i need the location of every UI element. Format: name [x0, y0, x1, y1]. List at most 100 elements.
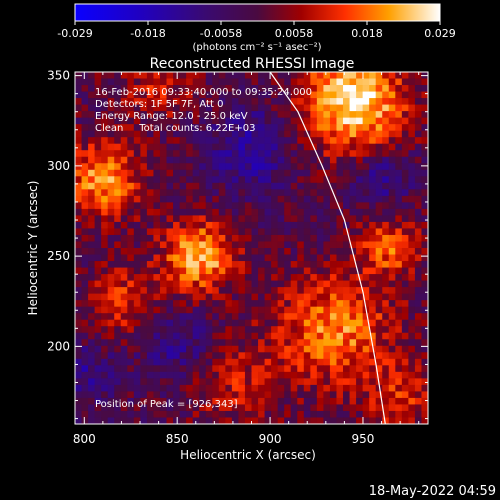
heatmap-cell [94, 241, 102, 249]
heatmap-cell [421, 137, 428, 145]
heatmap-cell [231, 176, 239, 184]
heatmap-cell [369, 215, 377, 223]
heatmap-cell [107, 124, 115, 132]
heatmap-cell [186, 384, 194, 392]
heatmap-cell [323, 306, 331, 314]
heatmap-cell [199, 378, 207, 386]
heatmap-cell [140, 391, 148, 399]
heatmap-cell [251, 85, 259, 92]
heatmap-cell [343, 182, 350, 190]
heatmap-cell [192, 384, 200, 392]
heatmap-cell [290, 104, 298, 112]
heatmap-cell [173, 143, 180, 151]
heatmap-cell [75, 261, 82, 268]
heatmap-cell [133, 137, 141, 145]
heatmap-cell [225, 117, 233, 125]
heatmap-cell [186, 248, 194, 255]
heatmap-cell [382, 221, 390, 229]
heatmap-cell [81, 208, 89, 216]
heatmap-cell [114, 98, 122, 105]
heatmap-cell [271, 378, 279, 386]
heatmap-cell [375, 228, 383, 236]
heatmap-cell [343, 117, 350, 125]
heatmap-cell [290, 267, 298, 275]
heatmap-cell [192, 215, 200, 223]
heatmap-cell [179, 332, 187, 340]
heatmap-cell [192, 319, 200, 327]
heatmap-cell [244, 169, 252, 177]
heatmap-cell [127, 332, 135, 340]
heatmap-cell [310, 215, 318, 223]
heatmap-cell [356, 215, 364, 223]
heatmap-cell [297, 130, 305, 138]
heatmap-cell [127, 182, 135, 190]
heatmap-cell [297, 371, 305, 379]
heatmap-cell [414, 228, 422, 236]
heatmap-cell [166, 358, 174, 366]
heatmap-cell [408, 202, 416, 210]
heatmap-cell [277, 221, 285, 229]
heatmap-cell [264, 221, 272, 229]
heatmap-cell [388, 182, 396, 190]
heatmap-cell [166, 221, 174, 229]
heatmap-cell [179, 124, 187, 132]
heatmap-cell [101, 85, 109, 92]
heatmap-cell [258, 104, 265, 112]
heatmap-cell [251, 384, 259, 392]
heatmap-cell [421, 221, 428, 229]
heatmap-cell [101, 78, 109, 86]
heatmap-cell [362, 371, 370, 379]
heatmap-cell [81, 378, 89, 386]
heatmap-cell [179, 117, 187, 125]
heatmap-cell [173, 169, 180, 177]
heatmap-cell [329, 371, 337, 379]
heatmap-cell [231, 85, 239, 92]
heatmap-cell [382, 202, 390, 210]
heatmap-cell [133, 417, 141, 424]
heatmap-cell [166, 293, 174, 301]
heatmap-cell [349, 228, 357, 236]
heatmap-cell [316, 287, 324, 295]
heatmap-cell [166, 150, 174, 158]
heatmap-cell [81, 189, 89, 197]
heatmap-cell [277, 300, 285, 308]
heatmap-cell [179, 98, 187, 105]
heatmap-cell [94, 358, 102, 366]
heatmap-cell [127, 345, 135, 353]
heatmap-cell [421, 300, 428, 308]
heatmap-cell [127, 410, 135, 418]
heatmap-cell [120, 254, 128, 262]
heatmap-cell [343, 254, 350, 262]
heatmap-cell [414, 124, 422, 132]
heatmap-cell [277, 404, 285, 412]
heatmap-cell [146, 150, 154, 158]
heatmap-cell [414, 339, 422, 347]
heatmap-cell [192, 150, 200, 158]
heatmap-cell [166, 326, 174, 334]
heatmap-cell [238, 156, 246, 164]
heatmap-cell [336, 352, 344, 360]
heatmap-cell [133, 104, 141, 112]
heatmap-cell [297, 274, 305, 281]
heatmap-cell [225, 267, 233, 275]
heatmap-cell [310, 202, 318, 210]
heatmap-cell [316, 124, 324, 132]
heatmap-cell [316, 332, 324, 340]
heatmap-cell [114, 410, 122, 418]
heatmap-cell [186, 72, 194, 79]
heatmap-cell [120, 104, 128, 112]
heatmap-cell [94, 261, 102, 268]
heatmap-cell [146, 319, 154, 327]
heatmap-cell [186, 345, 194, 353]
heatmap-cell [414, 371, 422, 379]
heatmap-cell [271, 397, 279, 405]
heatmap-cell [421, 215, 428, 223]
heatmap-cell [277, 72, 285, 79]
heatmap-cell [297, 150, 305, 158]
heatmap-cell [146, 287, 154, 295]
heatmap-cell [159, 352, 167, 360]
heatmap-cell [369, 378, 377, 386]
heatmap-cell [264, 287, 272, 295]
heatmap-cell [153, 104, 161, 112]
heatmap-cell [349, 267, 357, 275]
